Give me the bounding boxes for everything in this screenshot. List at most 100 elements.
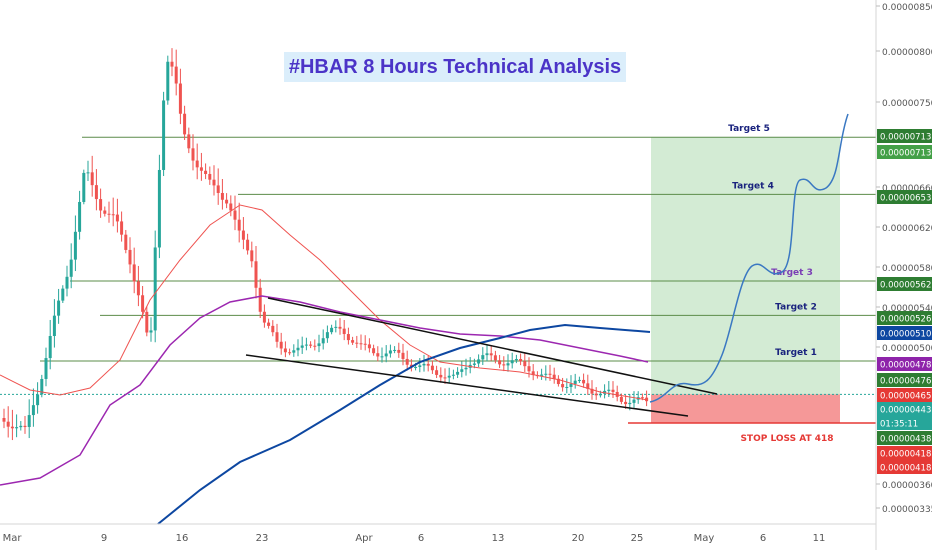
- candle-body: [73, 231, 77, 260]
- candle-body: [611, 389, 615, 392]
- candle-body: [590, 388, 594, 394]
- time-tick-label: 20: [572, 533, 585, 544]
- price-tick-label: 0.00000335: [882, 505, 932, 515]
- candle-body: [313, 345, 317, 347]
- time-tick-label: 9: [101, 533, 107, 544]
- candle-body: [393, 349, 397, 351]
- price-tick-label: 0.00000660: [882, 184, 932, 194]
- candle-body: [296, 347, 300, 351]
- candle-body: [23, 425, 27, 428]
- price-badge: [877, 311, 932, 325]
- candle-body: [267, 322, 271, 326]
- price-badge: [877, 357, 932, 371]
- candle-body: [325, 332, 329, 339]
- time-tick-label: 25: [631, 533, 644, 544]
- candle-body: [128, 249, 132, 265]
- time-tick-label: 11: [813, 533, 826, 544]
- price-badge-label: 0.00000438: [880, 435, 931, 445]
- candle-body: [250, 250, 254, 262]
- candle-body: [132, 264, 136, 282]
- candle-body: [552, 374, 556, 379]
- price-badge: [877, 460, 932, 474]
- price-badge-label: 0.00000443: [880, 406, 931, 416]
- candle-body: [464, 367, 468, 370]
- candle-body: [598, 393, 602, 396]
- candle-body: [124, 234, 128, 250]
- ma-mid-line: [0, 295, 649, 486]
- candle-body: [187, 134, 191, 149]
- candle-body: [195, 160, 199, 168]
- candle-body: [170, 61, 174, 67]
- price-tick-label: 0.00000850: [882, 3, 932, 13]
- time-tick-label: 13: [492, 533, 505, 544]
- candle-body: [544, 373, 548, 375]
- price-tick-label: 0.00000620: [882, 224, 932, 234]
- candle-body: [111, 214, 115, 216]
- candle-body: [334, 326, 338, 328]
- candle-body: [27, 415, 31, 428]
- candle-body: [414, 367, 418, 369]
- candle-body: [565, 386, 569, 388]
- time-tick-label: 23: [256, 533, 269, 544]
- price-badge: [877, 431, 932, 445]
- candle-body: [367, 344, 371, 349]
- stop-loss-label: STOP LOSS AT 418: [740, 434, 833, 444]
- candle-body: [510, 360, 514, 364]
- wedge-lower-line: [245, 354, 689, 417]
- candle-body: [141, 295, 145, 312]
- candle-body: [388, 350, 392, 354]
- price-badge: [877, 277, 932, 291]
- candle-body: [447, 375, 451, 378]
- candle-body: [481, 355, 485, 360]
- candle-body: [456, 371, 460, 375]
- candle-body: [44, 358, 48, 379]
- candle-body: [556, 378, 560, 385]
- candle-body: [342, 328, 346, 335]
- candle-body: [149, 330, 153, 333]
- price-tick-label: 0.00000750: [882, 99, 932, 109]
- target-level-label: Target 3: [771, 268, 813, 278]
- candle-body: [6, 421, 10, 427]
- candle-body: [233, 210, 237, 220]
- candle-body: [401, 352, 405, 359]
- price-badge-label: 0.00000418: [880, 450, 931, 460]
- target-level-label: Target 2: [775, 302, 817, 312]
- candle-body: [82, 172, 86, 202]
- candle-body: [355, 342, 359, 344]
- candle-body: [619, 396, 623, 402]
- candle-body: [405, 358, 409, 365]
- candles: [2, 48, 649, 441]
- candle-body: [283, 348, 287, 353]
- candle-body: [237, 219, 241, 231]
- candle-body: [52, 315, 56, 337]
- candle-body: [359, 343, 363, 345]
- candle-body: [292, 350, 296, 353]
- price-badge-label: 0.00000713: [880, 149, 931, 159]
- price-badge-label: 0.00000418: [880, 464, 931, 474]
- candle-body: [120, 221, 124, 235]
- candle-body: [145, 311, 149, 333]
- candle-body: [61, 288, 65, 301]
- candle-body: [166, 61, 170, 101]
- candle-body: [275, 332, 279, 342]
- candle-body: [225, 199, 229, 204]
- price-badges: 0.00000713 0.00000713 0.00000653 0.00000562…: [877, 129, 932, 474]
- target-zone: [651, 137, 840, 395]
- candle-body: [586, 383, 590, 389]
- candle-body: [208, 173, 212, 180]
- candle-body: [372, 348, 376, 354]
- candle-body: [523, 361, 527, 367]
- candle-body: [506, 363, 510, 366]
- candle-body: [346, 334, 350, 341]
- candle-body: [531, 371, 535, 376]
- candle-body: [153, 247, 157, 331]
- price-badge-label: 01:35:11: [880, 420, 918, 430]
- candle-body: [258, 287, 262, 312]
- indicator-lines: [0, 113, 849, 525]
- time-tick-label: 16: [176, 533, 189, 544]
- candle-body: [519, 359, 523, 362]
- candle-body: [577, 379, 581, 381]
- candle-body: [31, 405, 35, 416]
- candle-body: [430, 365, 434, 371]
